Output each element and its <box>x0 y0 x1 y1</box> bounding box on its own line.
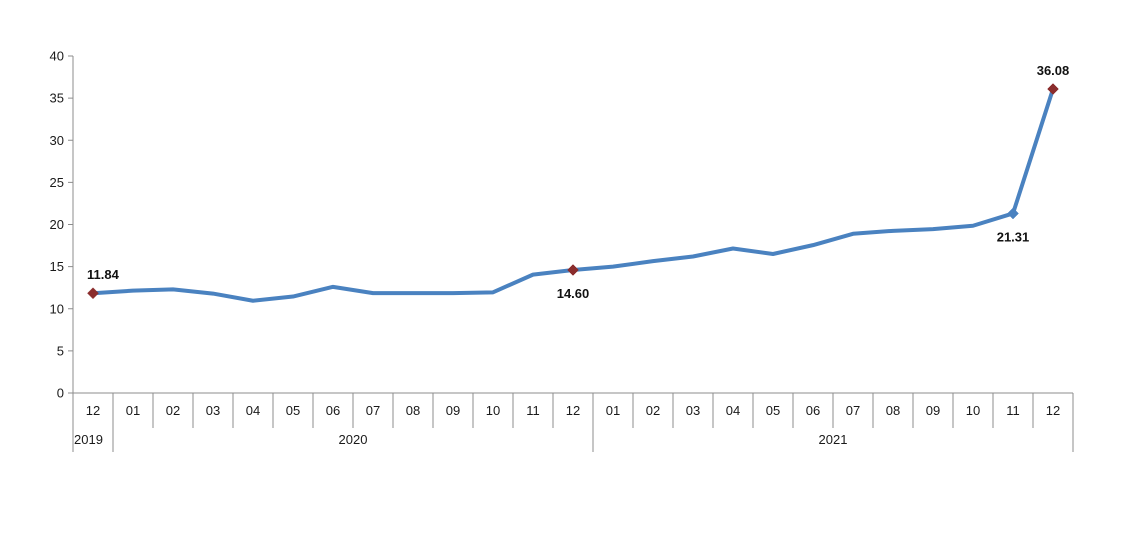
x-tick-label: 06 <box>806 403 820 418</box>
x-tick-label: 02 <box>646 403 660 418</box>
x-tick-label: 12 <box>86 403 100 418</box>
x-tick-label: 05 <box>766 403 780 418</box>
x-tick-label: 01 <box>606 403 620 418</box>
y-tick-label: 25 <box>50 175 64 190</box>
y-tick-label: 35 <box>50 91 64 106</box>
x-tick-label: 01 <box>126 403 140 418</box>
y-tick-label: 5 <box>57 343 64 358</box>
x-tick-label: 11 <box>1006 403 1020 418</box>
marker-group <box>87 83 1059 300</box>
y-tick-label: 20 <box>50 217 64 232</box>
data-label: 14.60 <box>557 286 590 301</box>
x-tick-label: 04 <box>246 403 260 418</box>
x-tick-label: 09 <box>446 403 460 418</box>
year-group-label: 2021 <box>819 432 848 447</box>
data-label: 11.84 <box>87 267 120 282</box>
data-label: 21.31 <box>997 229 1030 244</box>
x-tick-label: 11 <box>526 403 540 418</box>
year-group-label: 2020 <box>339 432 368 447</box>
diamond-marker <box>1047 83 1059 95</box>
year-group-label: 2019 <box>74 432 103 447</box>
chart-axes <box>72 56 1073 394</box>
x-tick-label: 12 <box>566 403 580 418</box>
x-tick-label: 04 <box>726 403 740 418</box>
x-tick-label: 05 <box>286 403 300 418</box>
x-tick-label: 12 <box>1046 403 1060 418</box>
y-tick-label: 40 <box>50 49 64 64</box>
x-axis-ticks: 12 01 02 03 04 05 06 07 08 09 10 11 12 01 02 03 04 05 06 07… <box>72 393 1074 428</box>
x-tick-label: 10 <box>966 403 980 418</box>
y-tick-label: 30 <box>50 133 64 148</box>
y-tick-label: 10 <box>50 301 64 316</box>
x-tick-label: 02 <box>166 403 180 418</box>
x-tick-label: 07 <box>366 403 380 418</box>
x-tick-label: 09 <box>926 403 940 418</box>
x-axis-year-groups: 2019 2020 2021 <box>72 428 1074 452</box>
x-tick-label: 03 <box>206 403 220 418</box>
data-label-group: 11.84 14.60 21.31 36.08 <box>87 63 1069 301</box>
y-tick-label: 15 <box>50 259 64 274</box>
x-tick-label: 03 <box>686 403 700 418</box>
diamond-marker <box>1007 207 1019 220</box>
y-tick-label: 0 <box>57 386 64 401</box>
diamond-marker <box>87 287 99 300</box>
data-label: 36.08 <box>1037 63 1070 78</box>
x-tick-label: 08 <box>406 403 420 418</box>
y-axis-ticks: 0 5 10 15 20 25 30 35 40 <box>50 49 73 401</box>
diamond-marker <box>567 264 579 276</box>
x-tick-label: 07 <box>846 403 860 418</box>
x-tick-label: 06 <box>326 403 340 418</box>
x-tick-label: 10 <box>486 403 500 418</box>
x-tick-label: 08 <box>886 403 900 418</box>
